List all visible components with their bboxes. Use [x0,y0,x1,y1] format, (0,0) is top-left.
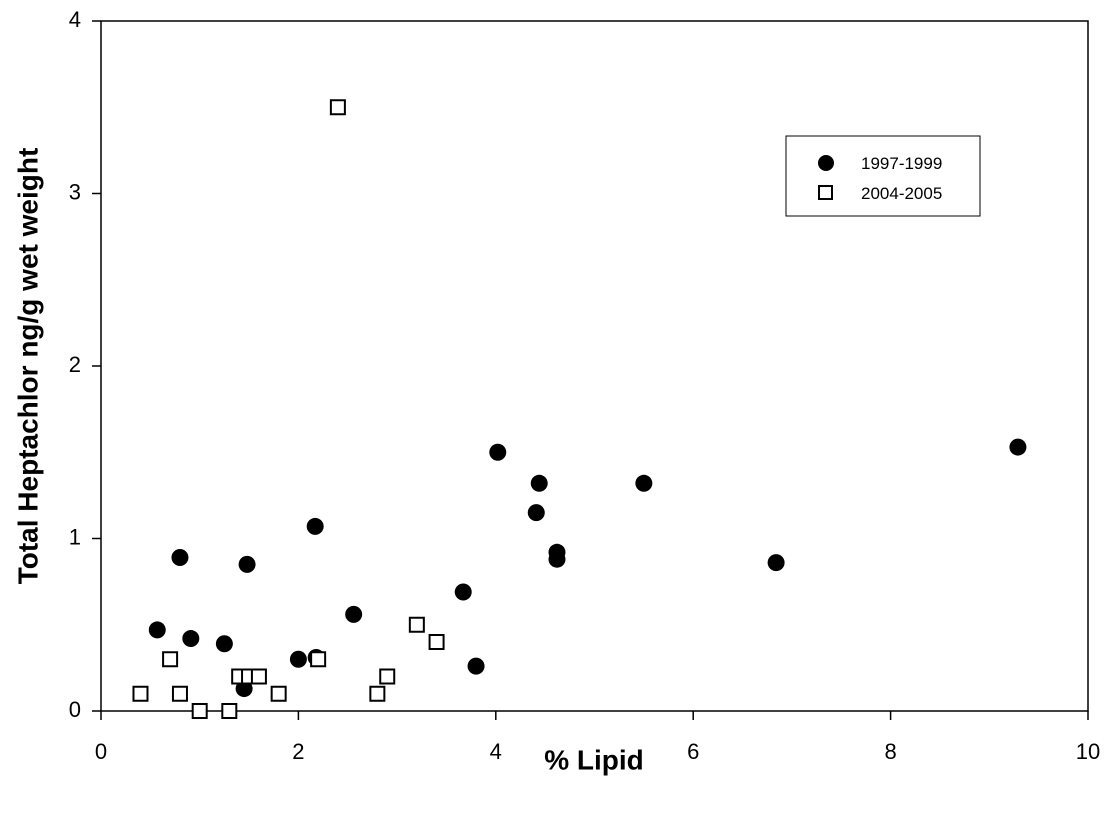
x-tick-label: 2 [292,739,304,764]
data-point-series-1 [345,605,363,623]
data-point-series-1 [467,657,485,675]
data-point-series-2 [270,685,287,702]
y-tick-label: 1 [69,524,81,549]
data-point-series-1 [530,474,548,492]
legend-label-series-2: 2004-2005 [861,184,942,203]
data-point-series-2 [250,668,267,685]
data-point-series-1 [527,504,545,522]
data-point-series-1 [489,443,507,461]
y-tick-label: 0 [69,697,81,722]
data-point-series-2 [310,651,327,668]
y-tick-label: 3 [69,179,81,204]
data-point-series-1 [289,650,307,668]
data-point-series-2 [171,685,188,702]
x-axis-title: % Lipid [544,744,644,775]
data-point-series-1 [635,474,653,492]
legend-marker-square [818,185,833,200]
data-point-series-1 [182,630,200,648]
x-tick-label: 0 [95,739,107,764]
data-point-series-2 [408,616,425,633]
y-axis-title: Total Heptachlor ng/g wet weight [12,148,43,585]
data-point-series-1 [1009,438,1027,456]
data-point-series-1 [767,554,785,572]
y-tick-label: 2 [69,352,81,377]
x-tick-label: 8 [884,739,896,764]
data-markers [132,99,1027,719]
data-point-series-2 [162,651,179,668]
x-tick-label: 4 [490,739,502,764]
x-tick-label: 10 [1076,739,1100,764]
data-point-series-1 [306,517,324,535]
data-point-series-2 [191,703,208,719]
legend: 1997-1999 2004-2005 [785,135,981,217]
legend-box [785,135,981,217]
axis-ticks [92,20,1089,720]
plot-frame [100,20,1089,712]
data-point-series-2 [369,685,386,702]
data-point-series-2 [428,634,445,650]
y-tick-label: 4 [69,7,81,32]
data-point-series-2 [379,668,396,685]
data-point-series-2 [132,685,149,702]
x-tick-label: 6 [687,739,699,764]
data-point-series-1 [148,621,166,639]
legend-label-series-1: 1997-1999 [861,154,942,173]
data-point-series-2 [221,703,238,719]
data-point-series-1 [215,635,233,653]
data-point-series-1 [238,555,256,573]
legend-marker-circle [818,155,834,171]
data-point-series-1 [548,550,566,568]
data-point-series-1 [454,583,472,601]
data-point-series-2 [329,99,346,116]
data-point-series-1 [171,548,189,566]
axis-tick-labels: 0 2 4 6 8 10 0 1 2 3 4 [69,7,1100,764]
